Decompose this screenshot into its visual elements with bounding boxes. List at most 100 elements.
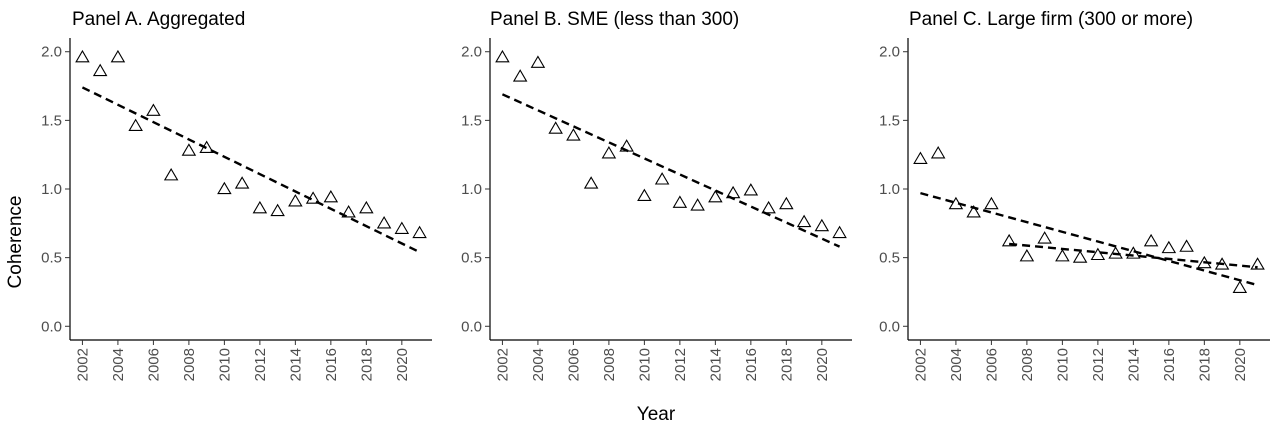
data-point <box>1090 247 1106 261</box>
data-point <box>761 200 776 214</box>
x-tick-label: 2008 <box>601 348 618 381</box>
data-point <box>1108 246 1123 259</box>
data-point <box>128 118 143 132</box>
data-point <box>984 196 999 210</box>
x-tick-label: 2018 <box>358 348 375 381</box>
y-tick-label: 0.0 <box>461 318 482 335</box>
data-point <box>1197 255 1212 269</box>
y-tick-label: 1.5 <box>41 112 62 129</box>
x-tick-label: 2012 <box>672 348 689 381</box>
data-point <box>92 63 108 77</box>
x-tick-label: 2006 <box>145 348 162 381</box>
data-point <box>690 198 705 211</box>
data-point <box>341 205 356 218</box>
data-point <box>832 225 847 239</box>
x-tick-label: 2010 <box>216 348 233 381</box>
data-point <box>1072 250 1088 263</box>
x-tick-label: 2016 <box>323 348 340 381</box>
data-point <box>566 128 581 141</box>
data-point <box>1214 257 1230 270</box>
x-tick-label: 2018 <box>778 348 795 381</box>
x-tick-label: 2014 <box>707 348 724 381</box>
data-point <box>601 146 617 159</box>
data-point <box>779 196 794 210</box>
y-tick-label: 2.0 <box>461 44 482 61</box>
panel-title: Panel A. Aggregated <box>72 9 245 30</box>
x-tick-label: 2010 <box>1054 348 1071 381</box>
data-point <box>110 49 126 63</box>
data-point <box>1232 280 1248 293</box>
data-point <box>814 218 830 232</box>
y-axis-label: Coherence <box>5 196 26 289</box>
panel-2: Panel B. SME (less than 300) 0.0 0.5 1.0 1.5… <box>461 9 852 381</box>
x-tick-label: 2010 <box>636 348 653 381</box>
data-point <box>217 181 232 195</box>
x-tick-label: 2008 <box>1019 348 1036 381</box>
y-tick-label: 1.0 <box>461 181 482 198</box>
data-point <box>359 200 374 214</box>
data-point <box>1037 231 1052 244</box>
data-point <box>583 176 599 189</box>
data-point <box>394 221 410 234</box>
trend-line <box>1009 242 1258 269</box>
y-tick-label: 0.5 <box>461 250 482 267</box>
x-tick-label: 2020 <box>394 348 411 381</box>
y-tick-label: 2.0 <box>879 44 900 61</box>
x-tick-label: 2004 <box>948 348 965 381</box>
y-tick-label: 0.5 <box>879 250 900 267</box>
y-tick-label: 0.0 <box>41 318 62 335</box>
data-point <box>708 189 723 203</box>
trend-line <box>501 93 841 248</box>
data-point <box>1143 233 1159 247</box>
x-tick-label: 2014 <box>287 348 304 381</box>
data-point <box>1179 239 1194 252</box>
data-point <box>654 172 670 185</box>
data-point <box>270 203 285 217</box>
y-tick-label: 0.0 <box>879 318 900 335</box>
x-tick-label: 2012 <box>1090 348 1107 381</box>
data-point <box>75 49 90 63</box>
x-tick-label: 2016 <box>743 348 760 381</box>
data-point <box>234 176 250 189</box>
x-tick-label: 2002 <box>912 348 929 381</box>
panel-title: Panel C. Large firm (300 or more) <box>909 9 1193 30</box>
y-tick-label: 1.0 <box>41 181 62 198</box>
x-tick-label: 2020 <box>814 348 831 381</box>
data-point <box>743 183 759 196</box>
data-point <box>725 185 741 199</box>
x-tick-label: 2006 <box>565 348 582 381</box>
panels: Panel A. Aggregated 0.0 0.5 1.0 1.5 2.0 2002 20… <box>41 9 1270 381</box>
data-point <box>1019 248 1035 262</box>
data-point <box>948 196 964 210</box>
x-axis-label: Year <box>637 404 676 425</box>
x-tick-label: 2004 <box>110 348 127 381</box>
trend-line <box>920 191 1258 287</box>
data-point <box>796 214 812 228</box>
data-point <box>913 151 928 164</box>
data-point <box>376 216 392 229</box>
data-point <box>966 205 981 218</box>
data-point <box>1161 240 1177 254</box>
y-tick-label: 1.5 <box>879 112 900 129</box>
x-tick-label: 2004 <box>530 348 547 381</box>
x-tick-label: 2014 <box>1125 348 1142 381</box>
data-point <box>1250 257 1265 270</box>
y-tick-label: 2.0 <box>41 44 62 61</box>
x-tick-label: 2020 <box>1232 348 1249 381</box>
data-point <box>1001 233 1017 247</box>
panel-3: Panel C. Large firm (300 or more) 0.0 0.5 1… <box>879 9 1270 381</box>
x-tick-label: 2002 <box>494 348 511 381</box>
data-point <box>252 200 268 214</box>
y-tick-label: 1.5 <box>461 112 482 129</box>
data-point <box>512 69 528 82</box>
panel-1: Panel A. Aggregated 0.0 0.5 1.0 1.5 2.0 2002 20… <box>41 9 432 381</box>
data-point <box>146 103 161 116</box>
x-tick-label: 2002 <box>74 348 91 381</box>
data-point <box>163 167 179 181</box>
x-tick-label: 2006 <box>983 348 1000 381</box>
y-tick-label: 1.0 <box>879 181 900 198</box>
data-point <box>619 139 634 152</box>
x-tick-label: 2008 <box>181 348 198 381</box>
data-point <box>199 140 214 153</box>
